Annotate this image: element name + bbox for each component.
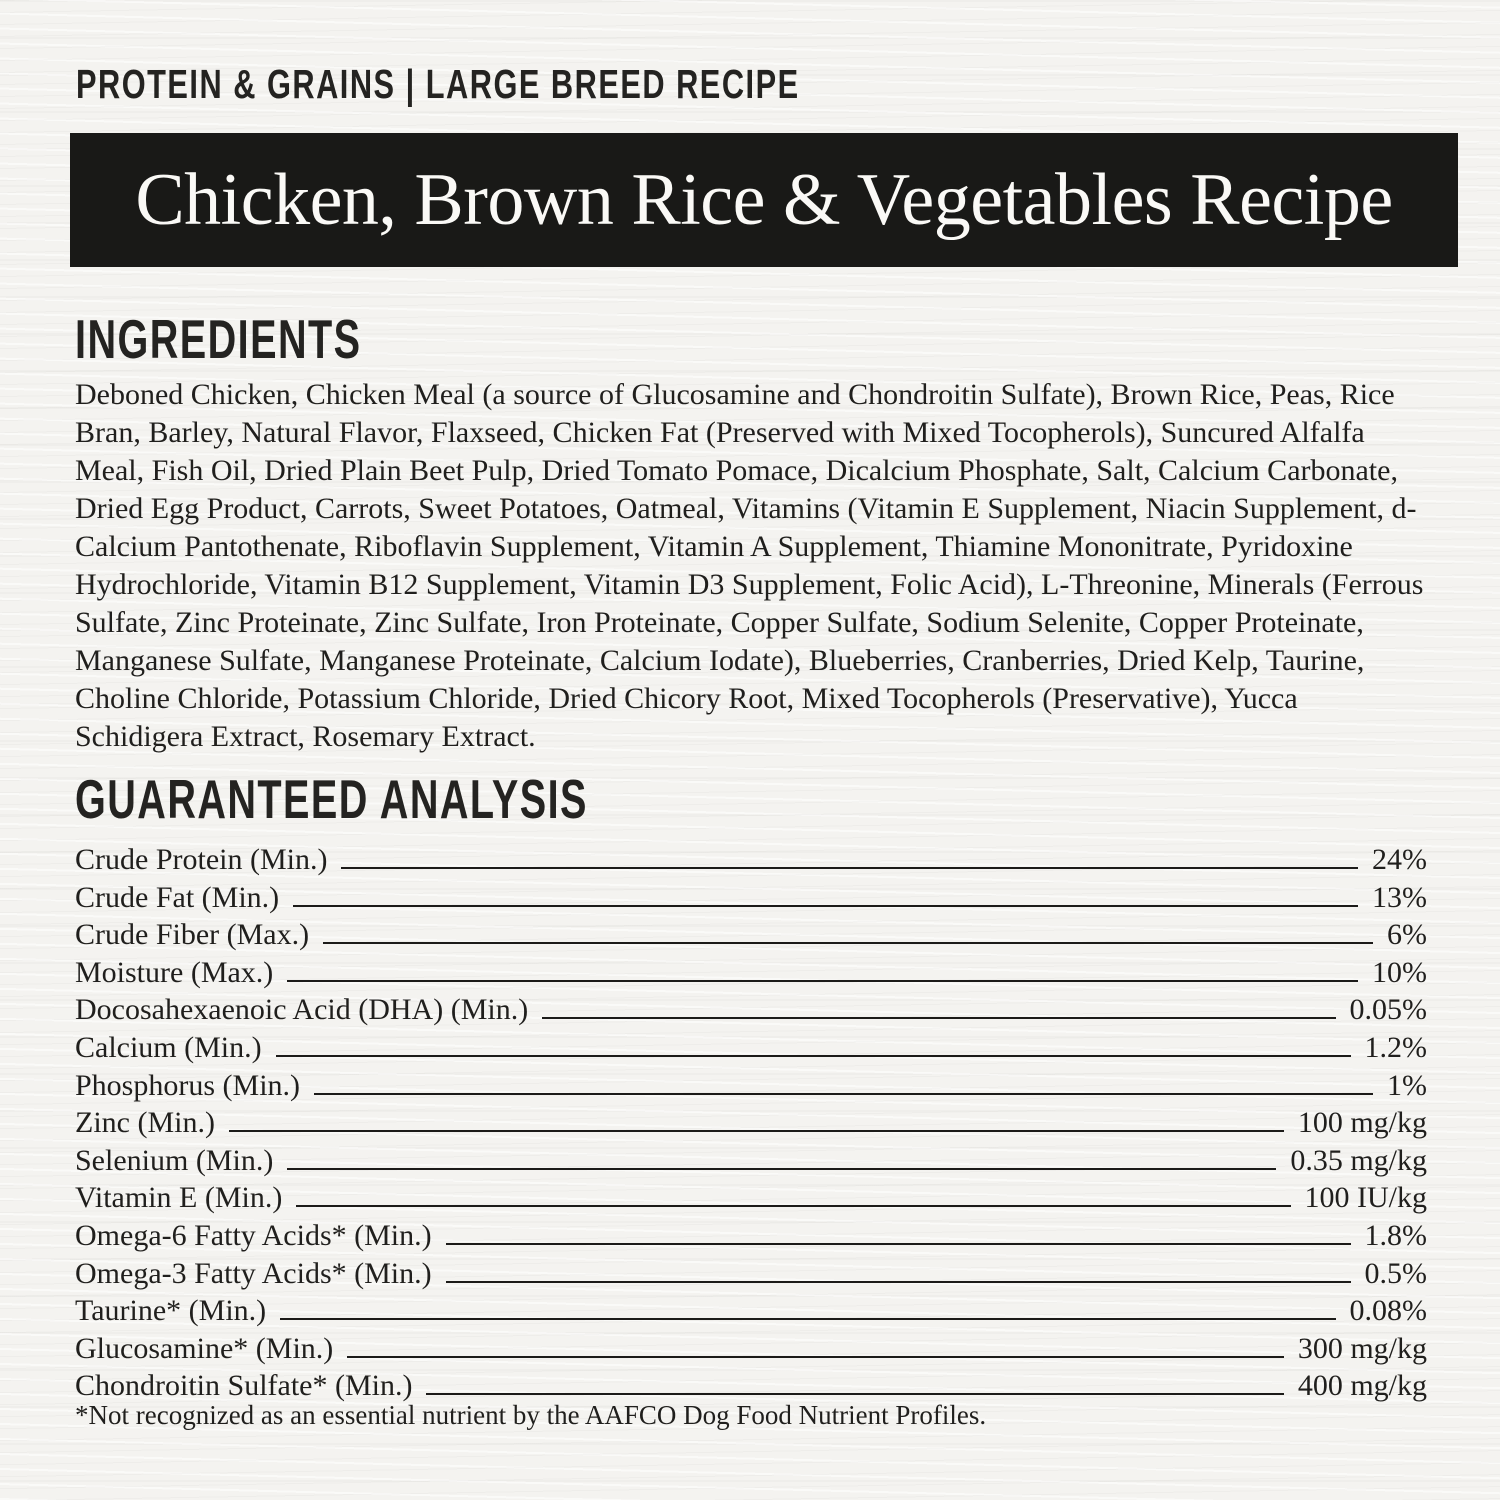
nutrient-label: Crude Fat (Min.) — [75, 880, 280, 914]
analysis-row: Calcium (Min.) 1.2% — [75, 1029, 1427, 1067]
analysis-row: Omega-3 Fatty Acids* (Min.) 0.5% — [75, 1255, 1427, 1293]
analysis-row: Omega-6 Fatty Acids* (Min.) 1.8% — [75, 1217, 1427, 1255]
nutrient-value: 0.05% — [1349, 993, 1428, 1027]
nutrient-label: Omega-3 Fatty Acids* (Min.) — [75, 1256, 432, 1290]
nutrient-value: 0.35 mg/kg — [1290, 1143, 1427, 1177]
leader-line — [347, 1355, 1284, 1358]
nutrient-label: Phosphorus (Min.) — [75, 1068, 301, 1102]
guaranteed-analysis-heading-text: GUARANTEED ANALYSIS — [75, 768, 588, 830]
recipe-title: Chicken, Brown Rice & Vegetables Recipe — [135, 159, 1393, 241]
leader-line — [314, 1092, 1373, 1095]
analysis-row: Crude Fat (Min.) 13% — [75, 879, 1427, 917]
leader-line — [280, 1318, 1336, 1321]
leader-line — [323, 942, 1373, 945]
ingredients-heading-text: INGREDIENTS — [75, 308, 362, 370]
nutrient-value: 400 mg/kg — [1297, 1369, 1427, 1403]
nutrient-label: Calcium (Min.) — [75, 1030, 262, 1064]
leader-line — [287, 1167, 1277, 1170]
nutrient-value: 1.8% — [1364, 1218, 1428, 1252]
analysis-row: Phosphorus (Min.) 1% — [75, 1067, 1427, 1105]
nutrient-value: 24% — [1372, 843, 1427, 876]
nutrient-value: 0.5% — [1364, 1256, 1428, 1290]
nutrient-label: Omega-6 Fatty Acids* (Min.) — [75, 1218, 432, 1252]
analysis-row: Taurine* (Min.) 0.08% — [75, 1292, 1427, 1330]
nutrient-label: Vitamin E (Min.) — [75, 1181, 283, 1215]
nutrient-label: Crude Fiber (Max.) — [75, 918, 310, 952]
nutrient-value: 1.2% — [1364, 1030, 1428, 1064]
leader-line — [293, 904, 1358, 907]
nutrient-value: 13% — [1372, 880, 1427, 914]
nutrient-label: Moisture (Max.) — [75, 955, 274, 989]
analysis-row: Crude Protein (Min.) 24% — [75, 841, 1427, 879]
recipe-title-banner: Chicken, Brown Rice & Vegetables Recipe — [70, 133, 1458, 267]
nutrient-value: 300 mg/kg — [1297, 1331, 1427, 1365]
nutrient-value: 6% — [1387, 918, 1427, 952]
nutrient-value: 0.08% — [1349, 1294, 1428, 1328]
analysis-row: Selenium (Min.) 0.35 mg/kg — [75, 1142, 1427, 1180]
nutrient-label: Glucosamine* (Min.) — [75, 1331, 334, 1365]
analysis-row: Chondroitin Sulfate* (Min.) 400 mg/kg — [75, 1367, 1427, 1405]
nutrient-label: Selenium (Min.) — [75, 1143, 274, 1177]
nutrient-label: Chondroitin Sulfate* (Min.) — [75, 1369, 413, 1403]
ingredients-heading: INGREDIENTS — [75, 312, 473, 367]
nutrient-value: 10% — [1372, 955, 1427, 989]
nutrient-label: Zinc (Min.) — [75, 1106, 215, 1140]
nutrient-value: 1% — [1387, 1068, 1427, 1102]
analysis-row: Vitamin E (Min.) 100 IU/kg — [75, 1179, 1427, 1217]
ingredients-list: Deboned Chicken, Chicken Meal (a source … — [75, 378, 1424, 753]
nutrient-label: Docosahexaenoic Acid (DHA) (Min.) — [75, 993, 529, 1027]
leader-line — [341, 867, 1358, 869]
analysis-row: Docosahexaenoic Acid (DHA) (Min.) 0.05% — [75, 991, 1427, 1029]
analysis-row: Zinc (Min.) 100 mg/kg — [75, 1104, 1427, 1142]
leader-line — [228, 1130, 1284, 1133]
aafco-footnote: *Not recognized as an essential nutrient… — [75, 1400, 987, 1430]
recipe-category-text: PROTEIN & GRAINS | LARGE BREED RECIPE — [76, 61, 800, 107]
analysis-row: Moisture (Max.) 10% — [75, 954, 1427, 992]
leader-line — [426, 1393, 1284, 1396]
leader-line — [445, 1280, 1351, 1283]
analysis-row: Crude Fiber (Max.) 6% — [75, 916, 1427, 954]
leader-line — [542, 1017, 1336, 1020]
guaranteed-analysis-heading: GUARANTEED ANALYSIS — [75, 772, 787, 827]
recipe-category-eyebrow: PROTEIN & GRAINS | LARGE BREED RECIPE — [76, 64, 1041, 105]
leader-line — [445, 1242, 1351, 1245]
nutrient-label: Taurine* (Min.) — [75, 1294, 267, 1328]
leader-line — [287, 979, 1358, 982]
nutrient-label: Crude Protein (Min.) — [75, 843, 328, 876]
leader-line — [296, 1205, 1291, 1208]
leader-line — [275, 1054, 1351, 1057]
nutrient-value: 100 IU/kg — [1304, 1181, 1428, 1215]
analysis-row: Glucosamine* (Min.) 300 mg/kg — [75, 1330, 1427, 1368]
guaranteed-analysis-table: Crude Protein (Min.) 24% Crude Fat (Min.… — [75, 841, 1427, 1405]
nutrient-value: 100 mg/kg — [1297, 1106, 1427, 1140]
